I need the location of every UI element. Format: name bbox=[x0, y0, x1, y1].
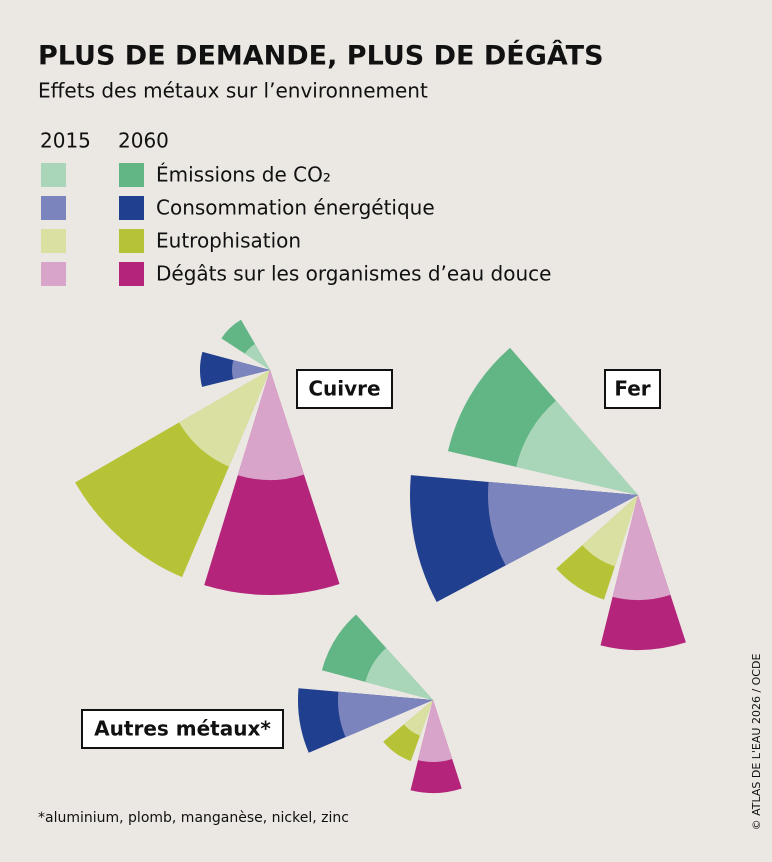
source: © ATLAS DE L'EAU 2026 / OCDE bbox=[750, 654, 763, 831]
legend-swatch bbox=[41, 163, 66, 187]
sector bbox=[516, 400, 638, 495]
sector bbox=[582, 495, 638, 567]
sector bbox=[244, 344, 270, 370]
sector bbox=[232, 360, 270, 380]
footnote: *aluminium, plomb, manganèse, nickel, zi… bbox=[38, 810, 349, 826]
legend-swatch bbox=[41, 196, 66, 220]
title: PLUS DE DEMANDE, PLUS DE DÉGÂTS bbox=[38, 40, 604, 72]
legend-header: 2060 bbox=[118, 129, 169, 153]
legend-swatch bbox=[41, 229, 66, 253]
sector bbox=[179, 370, 270, 467]
legend-swatch bbox=[119, 262, 144, 286]
legend-label: Eutrophisation bbox=[156, 229, 301, 253]
label-box bbox=[296, 369, 393, 409]
label-box bbox=[604, 369, 661, 409]
legend-label: Consommation énergétique bbox=[156, 196, 435, 220]
sector bbox=[338, 691, 433, 738]
chart-label: Autres métaux* bbox=[94, 717, 271, 741]
sector bbox=[204, 370, 340, 595]
sector bbox=[365, 647, 433, 700]
sector bbox=[403, 700, 433, 736]
subtitle: Effets des métaux sur l’environnement bbox=[38, 79, 428, 103]
legend-swatch bbox=[119, 229, 144, 253]
legend-label: Émissions de CO₂ bbox=[156, 163, 331, 187]
label-box bbox=[81, 709, 284, 749]
sector bbox=[418, 700, 453, 762]
sector bbox=[237, 370, 304, 480]
legend-header: 2015 bbox=[40, 129, 91, 153]
legend-swatch bbox=[119, 163, 144, 187]
legend-swatch bbox=[41, 262, 66, 286]
chart-label: Cuivre bbox=[308, 377, 380, 401]
chart-label: Fer bbox=[614, 377, 650, 401]
sector bbox=[612, 495, 671, 600]
legend-swatch bbox=[119, 196, 144, 220]
sector bbox=[488, 481, 638, 566]
legend-label: Dégâts sur les organismes d’eau douce bbox=[156, 262, 551, 286]
